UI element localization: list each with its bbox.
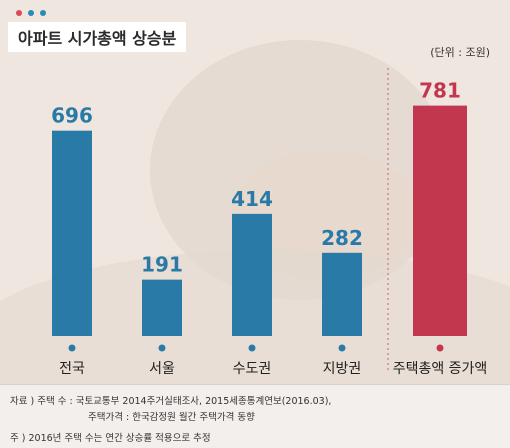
footer-notes: 자료 ) 주택 수 : 국토교통부 2014주거실태조사, 2015세종통계연보… <box>0 384 510 448</box>
bar <box>52 130 92 336</box>
dot-icon <box>40 10 46 16</box>
bullet-icon <box>68 344 76 352</box>
dot-icon <box>28 10 34 16</box>
bullet-icon <box>436 344 444 352</box>
category-label: 수도권 <box>233 361 272 377</box>
bar <box>232 213 272 336</box>
bullet-icon <box>158 344 166 352</box>
note-line: 주 ) 2016년 주택 수는 연간 상승률 적용으로 추정 <box>10 433 211 444</box>
unit-label: (단위 : 조원) <box>430 46 490 59</box>
chart-title: 아파트 시가총액 상승분 <box>8 22 187 52</box>
data-label: 696 <box>51 104 93 128</box>
category-label: 주택총액 증가액 <box>393 361 488 377</box>
bar <box>142 279 182 336</box>
source-line-price: 주택가격 : 한국감정원 월간 주택가격 동향 <box>88 412 255 423</box>
category-label: 전국 <box>59 361 85 377</box>
category-label: 지방권 <box>323 361 362 377</box>
bar <box>413 105 467 336</box>
bar <box>322 252 362 336</box>
bullet-icon <box>248 344 256 352</box>
data-label: 191 <box>141 253 183 277</box>
decorative-dots <box>16 10 46 16</box>
category-label: 서울 <box>149 361 175 377</box>
data-label: 781 <box>419 79 461 103</box>
bar-chart: 696 전국 191 서울 414 수도권 282 지방권 781 주택총액 증가액 <box>51 68 488 377</box>
data-label: 282 <box>321 226 363 250</box>
bullet-icon <box>338 344 346 352</box>
data-label: 414 <box>231 187 273 211</box>
source-line: 자료 ) 주택 수 : 국토교통부 2014주거실태조사, 2015세종통계연보… <box>10 396 332 407</box>
dot-icon <box>16 10 22 16</box>
